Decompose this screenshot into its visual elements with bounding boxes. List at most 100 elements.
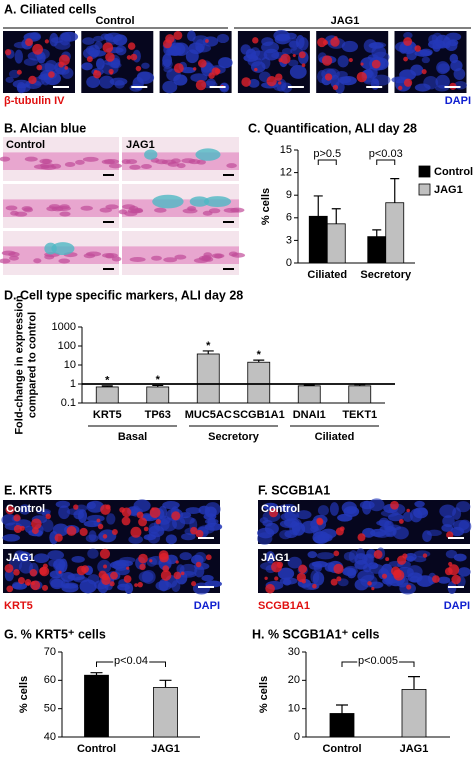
stain	[76, 565, 87, 576]
nucleus	[136, 71, 155, 84]
stain	[205, 554, 212, 561]
nucleus	[431, 32, 443, 45]
nucleus	[103, 158, 120, 164]
stain	[421, 69, 427, 75]
nucleus	[298, 37, 309, 51]
x-tick-label: Secretory	[360, 269, 412, 281]
nucleus	[343, 565, 358, 576]
nucleus	[181, 533, 196, 541]
nucleus	[407, 572, 423, 583]
stain	[381, 573, 388, 579]
p-value: p<0.005	[358, 655, 398, 667]
chart-title: G. % KRT5⁺ cells	[4, 627, 106, 641]
micrographs	[0, 30, 472, 595]
stain	[31, 581, 35, 586]
nucleus	[211, 253, 225, 259]
nucleus	[23, 207, 34, 213]
error-bar	[313, 195, 323, 217]
nucleus	[0, 156, 11, 162]
stain	[165, 34, 175, 44]
stain	[58, 570, 62, 574]
nucleus	[133, 499, 151, 512]
bar	[84, 674, 109, 738]
x-tick-label: SCGB1A1	[233, 409, 285, 421]
nucleus	[94, 41, 103, 50]
stain	[17, 577, 25, 585]
nucleus	[288, 40, 300, 48]
y-axis-label: Fold-change in expression	[13, 295, 25, 435]
stain	[79, 527, 88, 537]
stain	[292, 53, 296, 58]
nucleus	[165, 47, 176, 56]
stain	[336, 576, 342, 582]
stain	[135, 65, 142, 72]
star: *	[206, 340, 211, 352]
nucleus	[366, 549, 377, 559]
panel-title: E. KRT5	[4, 483, 52, 497]
x-tick-label: Control	[77, 743, 116, 755]
stain	[127, 42, 136, 50]
p-value: p<0.04	[114, 655, 148, 667]
nucleus	[313, 563, 323, 573]
nucleus	[18, 560, 33, 574]
y-axis-label: % cells	[260, 188, 272, 225]
nucleus	[163, 257, 178, 263]
stain	[422, 553, 428, 558]
stain	[45, 513, 51, 520]
nucleus	[414, 83, 431, 92]
y-axis-label: compared to control	[26, 312, 38, 418]
nucleus	[362, 527, 376, 538]
x-tick-label: Control	[322, 743, 361, 755]
nucleus	[413, 556, 427, 563]
nucleus	[387, 513, 404, 522]
stain	[111, 529, 118, 535]
nucleus	[118, 209, 128, 215]
nucleus	[204, 580, 223, 588]
stain	[403, 56, 408, 62]
nucleus	[201, 574, 214, 582]
stain	[317, 37, 327, 48]
nucleus	[218, 57, 233, 69]
bar	[146, 386, 170, 404]
y-tick-label: 15	[280, 144, 292, 156]
stain	[252, 37, 259, 44]
nucleus	[109, 77, 128, 86]
y-tick-label: 30	[288, 646, 300, 658]
stain	[402, 553, 408, 559]
nucleus	[421, 56, 430, 64]
stain	[280, 53, 291, 64]
stain	[138, 553, 148, 564]
stain	[130, 53, 138, 61]
stain	[298, 564, 308, 574]
stain	[197, 59, 207, 68]
stain	[275, 73, 283, 81]
bar	[153, 687, 178, 738]
y-tick-label: 0	[286, 257, 292, 269]
stain	[105, 52, 115, 62]
error-bar	[390, 178, 400, 203]
stain	[162, 565, 170, 572]
nucleus	[257, 527, 275, 539]
nucleus	[339, 75, 357, 86]
nucleus	[14, 49, 23, 64]
stain	[265, 583, 275, 594]
stain	[403, 37, 413, 46]
nucleus	[426, 529, 442, 537]
stain	[241, 77, 251, 87]
stain-label: KRT5	[4, 600, 33, 612]
bar	[385, 202, 405, 264]
nucleus	[140, 164, 152, 170]
nucleus	[435, 74, 450, 89]
y-tick-label: 1	[70, 378, 76, 390]
stain	[6, 585, 14, 593]
nucleus	[414, 500, 425, 508]
nucleus	[158, 505, 168, 520]
stain	[86, 56, 93, 63]
star: *	[257, 349, 262, 361]
chart-title: H. % SCGB1A1⁺ cells	[252, 627, 380, 641]
y-tick-label: 20	[288, 674, 300, 686]
x-tick-label: MUC5AC	[185, 409, 232, 421]
stain	[31, 527, 39, 535]
bar	[348, 385, 372, 404]
stain	[41, 584, 49, 591]
